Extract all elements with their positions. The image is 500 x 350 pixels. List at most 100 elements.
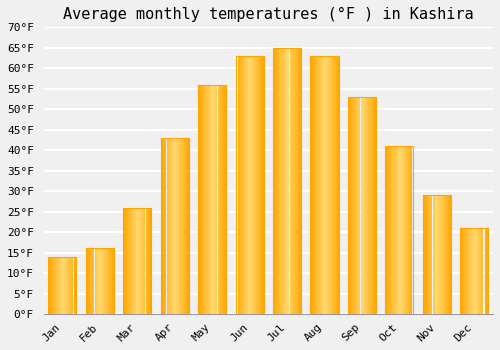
Bar	[110, 248, 111, 314]
Bar	[172, 138, 174, 314]
Bar	[408, 146, 410, 314]
Bar	[113, 248, 114, 314]
Bar	[179, 138, 180, 314]
Bar	[425, 195, 426, 314]
Bar	[370, 97, 371, 314]
Bar	[164, 138, 166, 314]
Bar	[62, 257, 63, 314]
Bar	[336, 56, 338, 314]
Bar	[362, 97, 364, 314]
Bar	[322, 56, 323, 314]
Bar	[186, 138, 187, 314]
Bar	[182, 138, 183, 314]
Bar	[259, 56, 260, 314]
Bar	[423, 195, 451, 314]
Bar	[350, 97, 351, 314]
Bar	[168, 138, 170, 314]
Bar	[401, 146, 402, 314]
Bar	[162, 138, 164, 314]
Bar	[253, 56, 254, 314]
Bar	[127, 208, 128, 314]
Bar	[348, 97, 376, 314]
Bar	[472, 228, 473, 314]
Bar	[48, 257, 50, 314]
Bar	[126, 208, 127, 314]
Bar	[349, 97, 350, 314]
Bar	[301, 48, 302, 314]
Bar	[112, 248, 113, 314]
Bar	[108, 248, 109, 314]
Bar	[399, 146, 400, 314]
Bar	[394, 146, 395, 314]
Bar	[398, 146, 399, 314]
Bar	[86, 248, 114, 314]
Bar	[314, 56, 316, 314]
Bar	[249, 56, 250, 314]
Bar	[250, 56, 251, 314]
Bar	[200, 85, 201, 314]
Bar	[255, 56, 256, 314]
Bar	[166, 138, 168, 314]
Bar	[443, 195, 444, 314]
Title: Average monthly temperatures (°F ) in Kashira: Average monthly temperatures (°F ) in Ka…	[63, 7, 474, 22]
Bar	[59, 257, 60, 314]
Bar	[177, 138, 178, 314]
Bar	[160, 138, 189, 314]
Bar	[180, 138, 181, 314]
Bar	[482, 228, 484, 314]
Bar	[244, 56, 245, 314]
Bar	[392, 146, 393, 314]
Bar	[98, 248, 100, 314]
Bar	[310, 56, 338, 314]
Bar	[460, 228, 461, 314]
Bar	[442, 195, 443, 314]
Bar	[292, 48, 294, 314]
Bar	[463, 228, 464, 314]
Bar	[198, 85, 199, 314]
Bar	[96, 248, 98, 314]
Bar	[386, 146, 413, 314]
Bar	[319, 56, 320, 314]
Bar	[445, 195, 446, 314]
Bar	[103, 248, 104, 314]
Bar	[386, 146, 388, 314]
Bar	[284, 48, 286, 314]
Bar	[50, 257, 51, 314]
Bar	[205, 85, 206, 314]
Bar	[137, 208, 138, 314]
Bar	[396, 146, 397, 314]
Bar	[326, 56, 327, 314]
Bar	[189, 138, 190, 314]
Bar	[441, 195, 442, 314]
Bar	[246, 56, 247, 314]
Bar	[100, 248, 102, 314]
Bar	[74, 257, 76, 314]
Bar	[354, 97, 356, 314]
Bar	[279, 48, 280, 314]
Bar	[282, 48, 284, 314]
Bar	[278, 48, 279, 314]
Bar	[480, 228, 482, 314]
Bar	[444, 195, 445, 314]
Bar	[438, 195, 440, 314]
Bar	[70, 257, 72, 314]
Bar	[397, 146, 398, 314]
Bar	[373, 97, 374, 314]
Bar	[405, 146, 406, 314]
Bar	[327, 56, 328, 314]
Bar	[300, 48, 301, 314]
Bar	[321, 56, 322, 314]
Bar	[138, 208, 140, 314]
Bar	[123, 208, 152, 314]
Bar	[226, 85, 227, 314]
Bar	[48, 257, 76, 314]
Bar	[199, 85, 200, 314]
Bar	[262, 56, 264, 314]
Bar	[174, 138, 175, 314]
Bar	[366, 97, 368, 314]
Bar	[252, 56, 253, 314]
Bar	[391, 146, 392, 314]
Bar	[328, 56, 329, 314]
Bar	[410, 146, 412, 314]
Bar	[369, 97, 370, 314]
